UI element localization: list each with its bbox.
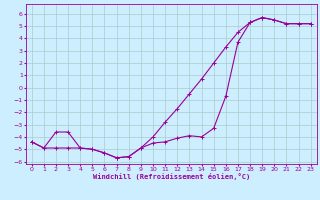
X-axis label: Windchill (Refroidissement éolien,°C): Windchill (Refroidissement éolien,°C) — [92, 173, 250, 180]
